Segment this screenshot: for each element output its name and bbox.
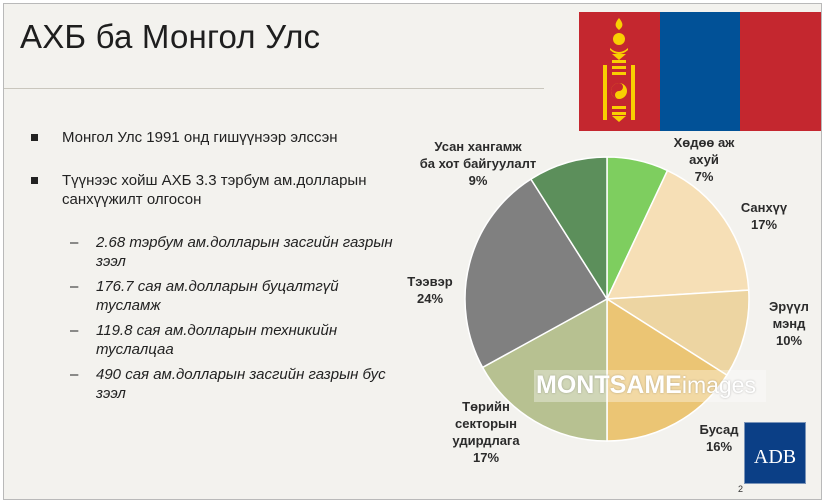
bullet-square-icon xyxy=(31,134,38,141)
watermark-bold-text: MONTSAME xyxy=(536,371,682,399)
sub-bullet-text: 176.7 сая ам.долларын буцалтгүй тусламж xyxy=(96,278,339,314)
sector-pie-chart: Хөдөө аж ахуй 7% Санхүү 17% Эрүүл мэнд 10% Бусад… xyxy=(407,135,809,465)
page-number: 2 xyxy=(738,484,744,494)
slice-label: Төрийн секторын удирдлага 17% xyxy=(452,399,520,465)
pie-slice xyxy=(605,169,750,300)
slice-name-label: Усан хангамж xyxy=(434,139,522,154)
sub-bullet-text: 490 сая ам.долларын засгийн газрын бус з… xyxy=(96,366,386,402)
slice-name-label: Хөдөө аж xyxy=(674,135,736,150)
slice-percent-label: 9% xyxy=(469,173,488,188)
bullet-item: Түүнээс хойш АХБ 3.3 тэрбум ам.долларын … xyxy=(28,171,400,209)
bullet-list: Монгол Улс 1991 онд гишүүнээр элссэн Түү… xyxy=(28,128,400,403)
slide: АХБ ба Монгол Улс Монгол Улс 1991 онд ги… xyxy=(3,3,822,500)
slice-name-label: удирдлага xyxy=(452,433,520,448)
sub-bullet-item: – 176.7 сая ам.долларын буцалтгүй туслам… xyxy=(28,277,400,315)
sub-bullet-item: – 490 сая ам.долларын засгийн газрын бус… xyxy=(28,365,400,403)
slice-percent-label: 24% xyxy=(417,291,443,306)
dash-icon: – xyxy=(70,234,79,251)
sub-bullet-item: – 2.68 тэрбум ам.долларын засгийн газрын… xyxy=(28,233,400,271)
adb-logo: ADB xyxy=(744,422,806,484)
dash-icon: – xyxy=(70,366,79,383)
slice-percent-label: 10% xyxy=(776,333,802,348)
sub-bullet-text: 119.8 сая ам.долларын техникийн туслалца… xyxy=(96,322,338,358)
slice-name-label: мэнд xyxy=(773,316,806,331)
pie-slice xyxy=(606,297,728,442)
watermark-light-text: images xyxy=(681,372,756,398)
slice-name-label: Тээвэр xyxy=(407,274,452,289)
slide-title: АХБ ба Монгол Улс xyxy=(20,18,321,55)
sub-bullet-item: – 119.8 сая ам.долларын техникийн туслал… xyxy=(28,321,400,359)
flag-middle-band xyxy=(660,12,740,131)
slice-label: Бусад 16% xyxy=(700,422,740,454)
slice-name-label: Эрүүл xyxy=(769,299,809,314)
adb-logo-text: ADB xyxy=(753,446,797,468)
slice-label: Хөдөө аж ахуй 7% xyxy=(674,135,736,184)
slice-percent-label: 17% xyxy=(473,450,499,465)
slice-name-label: Бусад xyxy=(700,422,740,437)
pie-slice xyxy=(464,178,609,369)
pie-slice xyxy=(529,156,608,302)
pie-slice xyxy=(481,297,608,442)
slice-label: Санхүү 17% xyxy=(741,200,788,232)
dash-icon: – xyxy=(70,278,79,295)
slice-label: Тээвэр 24% xyxy=(407,274,452,306)
flag-left-band xyxy=(579,12,660,131)
bullet-text: Монгол Улс 1991 онд гишүүнээр элссэн xyxy=(62,129,338,146)
slice-name-label: ба хот байгуулалт xyxy=(420,156,536,171)
bullet-item: Монгол Улс 1991 онд гишүүнээр элссэн xyxy=(28,128,400,147)
slice-percent-label: 17% xyxy=(751,217,777,232)
slice-name-label: секторын xyxy=(455,416,517,431)
slice-label: Усан хангамж ба хот байгуулалт 9% xyxy=(420,139,536,188)
dash-icon: – xyxy=(70,322,79,339)
sub-bullet-text: 2.68 тэрбум ам.долларын засгийн газрын з… xyxy=(96,234,393,270)
flag-right-band xyxy=(740,12,821,131)
mongolia-flag-icon xyxy=(579,12,821,131)
slice-name-label: Санхүү xyxy=(741,200,788,215)
bullet-square-icon xyxy=(31,177,38,184)
title-divider xyxy=(4,88,544,89)
slice-name-label: Төрийн xyxy=(462,399,510,414)
watermark-band xyxy=(534,370,766,402)
slice-percent-label: 7% xyxy=(695,169,714,184)
slice-percent-label: 16% xyxy=(706,439,732,454)
montsame-watermark: MONTSAMEimages xyxy=(536,371,756,400)
slice-name-label: ахуй xyxy=(689,152,719,167)
pie-slice xyxy=(604,289,750,377)
slice-label: Эрүүл мэнд 10% xyxy=(769,299,809,348)
bullet-text: Түүнээс хойш АХБ 3.3 тэрбум ам.долларын … xyxy=(62,172,367,208)
